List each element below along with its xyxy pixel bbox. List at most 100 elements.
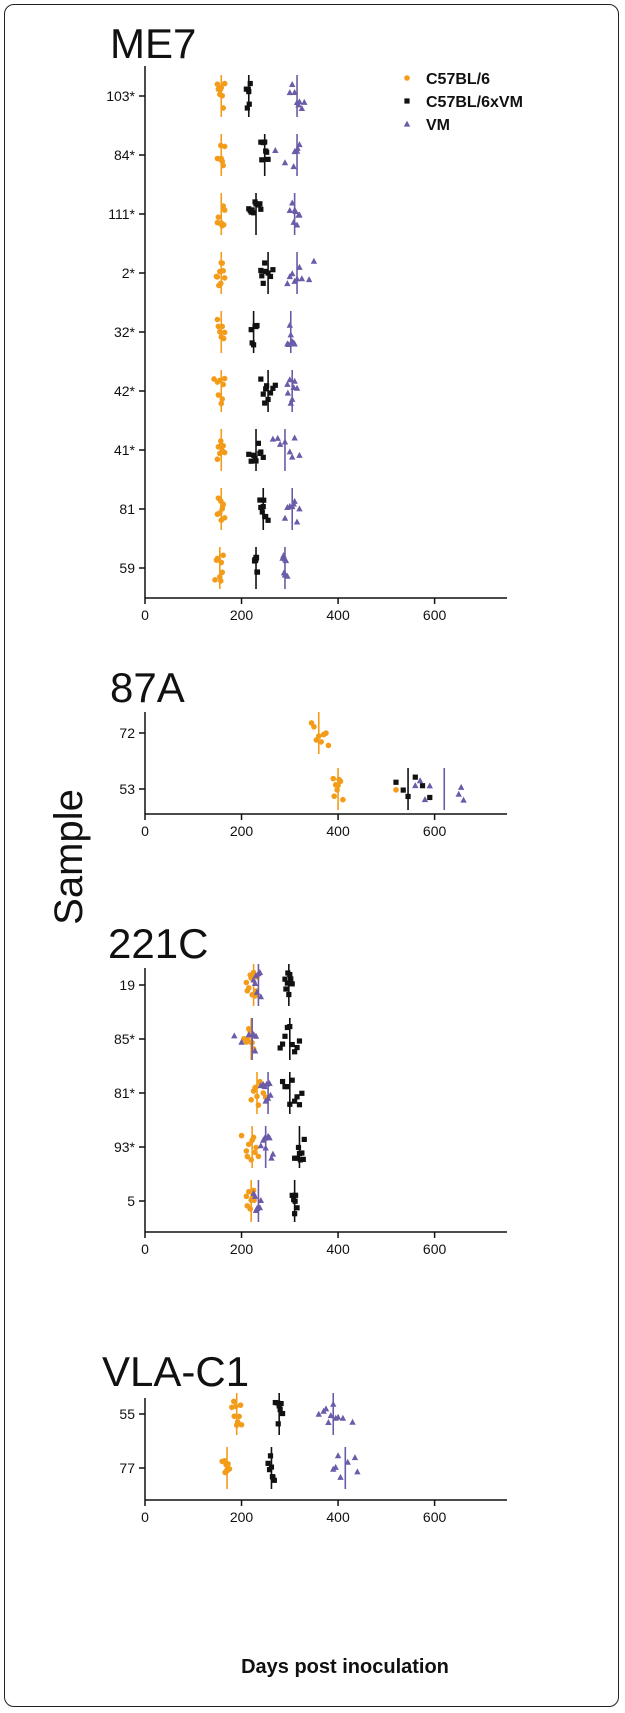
data-point (251, 1192, 259, 1199)
data-point (269, 1474, 276, 1480)
y-tick-label: 81* (114, 1085, 136, 1101)
data-point (332, 1463, 339, 1470)
data-point (294, 1205, 300, 1211)
data-point (246, 451, 252, 457)
data-point (243, 1148, 250, 1154)
data-point (426, 782, 433, 789)
x-tick-label: 600 (423, 1241, 447, 1257)
data-point (216, 282, 222, 289)
data-point (322, 1405, 330, 1412)
data-point (267, 390, 274, 396)
data-point (215, 214, 222, 220)
data-point (272, 382, 278, 388)
data-point (232, 1403, 239, 1410)
data-point (295, 1144, 302, 1151)
data-point (215, 444, 222, 450)
data-point (213, 557, 220, 563)
data-point (299, 1090, 305, 1096)
x-tick-label: 600 (423, 823, 447, 839)
data-point (255, 1153, 262, 1160)
data-point (279, 1041, 286, 1047)
data-point (221, 515, 228, 521)
data-point (275, 1421, 281, 1427)
data-point (354, 1468, 361, 1475)
data-point (217, 578, 224, 584)
data-point (262, 400, 268, 406)
data-point (257, 1142, 265, 1149)
data-point (238, 1038, 245, 1045)
data-point (221, 375, 228, 382)
data-point (236, 1413, 242, 1420)
data-point (327, 1412, 335, 1419)
x-tick-label: 0 (141, 1241, 149, 1257)
data-point (275, 1400, 281, 1406)
data-point (289, 453, 296, 460)
data-point (419, 783, 426, 789)
data-point (253, 323, 259, 330)
data-point (219, 92, 226, 99)
data-point (252, 199, 258, 205)
y-tick-label: 103* (106, 88, 135, 104)
y-tick-label: 85* (114, 1031, 136, 1047)
data-point (286, 89, 293, 96)
data-point (251, 452, 257, 458)
data-point (214, 456, 221, 463)
data-point (258, 139, 264, 145)
y-axis-label: Sample (47, 789, 91, 925)
data-point (266, 1467, 273, 1473)
panel-title: 87A (110, 664, 185, 711)
data-point (334, 787, 340, 793)
data-point (221, 449, 228, 456)
data-point (258, 267, 264, 274)
data-point (313, 737, 320, 743)
y-tick-label: 111* (108, 206, 135, 222)
data-point (281, 159, 289, 166)
data-point (292, 1192, 299, 1198)
data-point (455, 790, 462, 797)
data-point (249, 207, 255, 213)
data-point (305, 276, 313, 283)
data-point (284, 380, 291, 387)
data-point (301, 98, 308, 105)
data-point (264, 149, 270, 155)
y-tick-label: 84* (114, 147, 136, 163)
data-point (291, 377, 298, 384)
data-point (296, 1102, 303, 1108)
data-point (332, 1414, 339, 1421)
data-point (269, 435, 277, 442)
data-point (296, 451, 303, 458)
data-point (221, 275, 228, 281)
data-point (259, 273, 265, 279)
legend-label: VM (426, 117, 450, 134)
data-point (334, 1452, 342, 1459)
data-point (253, 1144, 259, 1151)
data-point (248, 458, 254, 464)
data-point (289, 1192, 295, 1198)
data-point (238, 1421, 245, 1428)
x-tick-label: 400 (326, 607, 350, 623)
data-point (266, 1134, 273, 1141)
panel-me7: ME7 0 200 400 600 103* 84* 111* 2* 32* 42* 41* 81 59 (106, 20, 507, 623)
data-point (237, 1402, 244, 1408)
data-point (325, 742, 332, 749)
data-point (245, 1188, 252, 1195)
data-point (331, 793, 338, 800)
data-point (272, 147, 279, 154)
data-point (281, 514, 289, 521)
data-point (213, 273, 220, 280)
data-point (296, 505, 303, 512)
data-point (340, 796, 346, 803)
data-point (270, 267, 276, 273)
data-point (286, 448, 293, 455)
y-tick-label: 2* (122, 265, 136, 281)
data-point (214, 316, 221, 323)
data-point (249, 340, 255, 346)
y-tick-label: 41* (114, 442, 136, 458)
data-point (214, 219, 221, 226)
x-tick-label: 0 (141, 607, 149, 623)
data-point (211, 376, 217, 382)
data-point (318, 739, 324, 745)
data-point (301, 1136, 307, 1143)
data-point (257, 993, 265, 1000)
data-point (221, 329, 228, 336)
